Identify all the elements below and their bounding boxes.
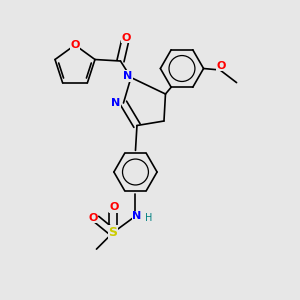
Text: O: O xyxy=(70,40,80,50)
Text: S: S xyxy=(109,226,118,239)
Text: O: O xyxy=(217,61,226,70)
Text: O: O xyxy=(122,33,131,43)
Text: N: N xyxy=(111,98,121,108)
Text: N: N xyxy=(123,71,132,81)
Text: H: H xyxy=(145,213,153,223)
Text: O: O xyxy=(110,202,119,212)
Text: N: N xyxy=(132,211,142,221)
Text: O: O xyxy=(88,213,98,223)
